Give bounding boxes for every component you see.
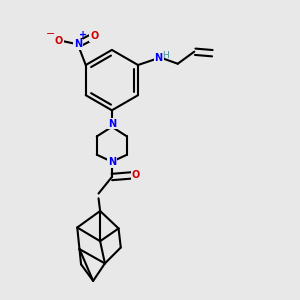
Text: N: N [74,39,82,50]
Text: O: O [55,36,63,46]
Text: −: − [46,28,55,39]
Text: N: N [108,157,116,167]
Text: O: O [132,170,140,180]
Text: N: N [108,118,116,129]
Text: H: H [162,51,168,60]
Text: +: + [80,30,88,40]
Text: O: O [90,32,98,41]
Text: N: N [154,53,163,63]
